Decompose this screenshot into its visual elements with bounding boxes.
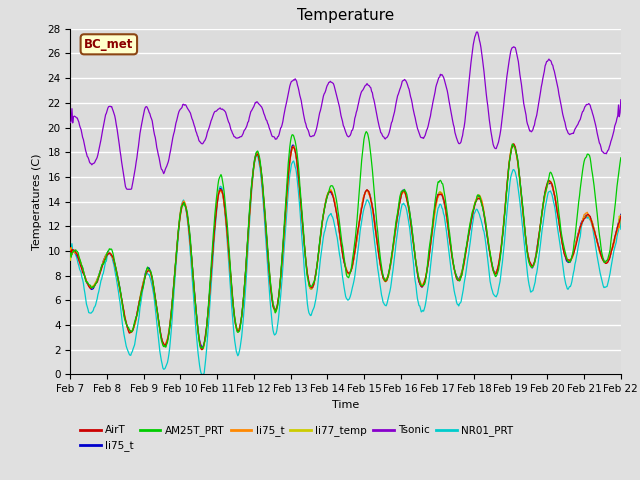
Y-axis label: Temperatures (C): Temperatures (C) xyxy=(32,153,42,250)
Title: Temperature: Temperature xyxy=(297,9,394,24)
X-axis label: Time: Time xyxy=(332,400,359,409)
Legend: AirT, li75_t, AM25T_PRT, li75_t, li77_temp, Tsonic, NR01_PRT: AirT, li75_t, AM25T_PRT, li75_t, li77_te… xyxy=(76,421,518,456)
Text: BC_met: BC_met xyxy=(84,38,134,51)
